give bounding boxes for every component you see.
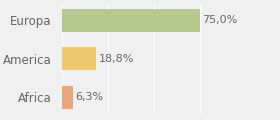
Bar [62,47,96,70]
Bar [62,9,200,32]
Text: 6,3%: 6,3% [76,92,104,102]
Text: 75,0%: 75,0% [202,15,238,25]
Bar [62,86,73,109]
Text: 18,8%: 18,8% [99,54,134,64]
